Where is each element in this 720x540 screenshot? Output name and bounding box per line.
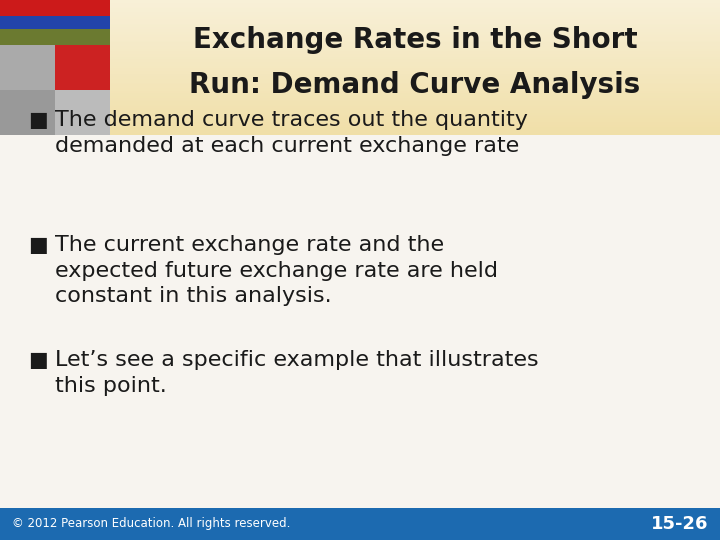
Bar <box>0 97 720 99</box>
Bar <box>0 82 720 84</box>
Bar <box>0 64 720 66</box>
Bar <box>0 55 720 57</box>
Bar <box>0 92 720 94</box>
Text: ■: ■ <box>28 235 48 255</box>
Bar <box>0 135 720 508</box>
Bar <box>0 0 720 2</box>
Bar <box>0 90 55 135</box>
Bar <box>0 53 720 56</box>
Bar <box>0 111 720 113</box>
Bar <box>0 8 720 10</box>
Bar <box>0 121 720 123</box>
Bar <box>0 101 720 103</box>
Bar <box>0 114 720 117</box>
Bar <box>0 74 720 76</box>
Bar <box>0 118 720 120</box>
Bar <box>0 60 720 63</box>
Bar <box>0 22 720 24</box>
Bar <box>0 126 720 128</box>
Bar <box>0 94 720 96</box>
Bar <box>0 11 720 14</box>
Bar <box>0 96 720 98</box>
Bar <box>0 43 720 45</box>
Bar <box>0 16 720 18</box>
Bar <box>0 70 720 72</box>
Bar <box>0 42 720 44</box>
Bar <box>0 45 720 47</box>
Text: ■: ■ <box>28 350 48 370</box>
Bar <box>0 15 720 17</box>
Bar <box>0 25 720 27</box>
Bar <box>0 112 720 115</box>
Bar <box>0 52 720 54</box>
Bar <box>0 4 720 6</box>
Bar <box>0 130 720 132</box>
Bar <box>0 91 720 93</box>
Bar <box>0 119 720 122</box>
Bar <box>0 13 720 15</box>
Bar <box>0 23 720 25</box>
Bar <box>0 99 720 102</box>
Bar <box>0 18 720 20</box>
Text: The current exchange rate and the
expected future exchange rate are held
constan: The current exchange rate and the expect… <box>55 235 498 306</box>
Bar <box>0 16 110 29</box>
Bar <box>0 123 720 125</box>
Bar <box>0 508 720 540</box>
Bar <box>0 6 720 9</box>
Bar <box>0 85 720 87</box>
Bar <box>0 72 720 74</box>
Bar <box>0 104 720 106</box>
Bar <box>55 90 110 135</box>
Bar <box>0 10 720 12</box>
Bar <box>0 80 720 83</box>
Bar <box>0 28 720 30</box>
Bar <box>0 67 720 69</box>
Bar <box>0 47 720 49</box>
Text: 15-26: 15-26 <box>650 515 708 533</box>
Bar <box>0 45 55 90</box>
Bar <box>0 65 720 68</box>
Bar <box>0 103 720 105</box>
Bar <box>0 77 720 79</box>
Bar <box>0 124 720 126</box>
Text: Run: Demand Curve Analysis: Run: Demand Curve Analysis <box>189 71 641 99</box>
Bar <box>0 57 720 59</box>
Bar <box>0 38 720 40</box>
Bar <box>0 26 720 29</box>
Bar <box>0 128 720 130</box>
Text: Let’s see a specific example that illustrates
this point.: Let’s see a specific example that illust… <box>55 350 539 396</box>
Text: The demand curve traces out the quantity
demanded at each current exchange rate: The demand curve traces out the quantity… <box>55 110 528 156</box>
Bar <box>0 116 720 118</box>
Bar <box>0 33 720 36</box>
Bar <box>0 87 720 90</box>
Bar <box>0 79 720 81</box>
Bar <box>0 3 720 5</box>
Text: ■: ■ <box>28 110 48 130</box>
Bar <box>0 0 110 16</box>
Bar <box>0 31 720 33</box>
Bar <box>0 40 720 42</box>
Bar <box>0 69 720 71</box>
Bar <box>0 62 720 64</box>
Bar <box>0 107 720 110</box>
Bar <box>0 35 720 37</box>
Bar <box>0 50 720 52</box>
Bar <box>0 20 720 22</box>
Bar <box>0 131 720 133</box>
Text: Exchange Rates in the Short: Exchange Rates in the Short <box>193 26 637 54</box>
Bar <box>0 109 720 111</box>
Bar <box>0 84 720 86</box>
Text: © 2012 Pearson Education. All rights reserved.: © 2012 Pearson Education. All rights res… <box>12 517 290 530</box>
Bar <box>0 58 720 60</box>
Bar <box>0 89 720 91</box>
Bar <box>0 76 720 78</box>
Bar <box>0 133 720 135</box>
Bar <box>0 49 720 51</box>
Bar <box>55 45 110 90</box>
Bar <box>0 0 110 45</box>
Bar <box>0 30 720 32</box>
Bar <box>0 106 720 108</box>
Bar <box>0 1 720 3</box>
Bar <box>0 37 720 39</box>
